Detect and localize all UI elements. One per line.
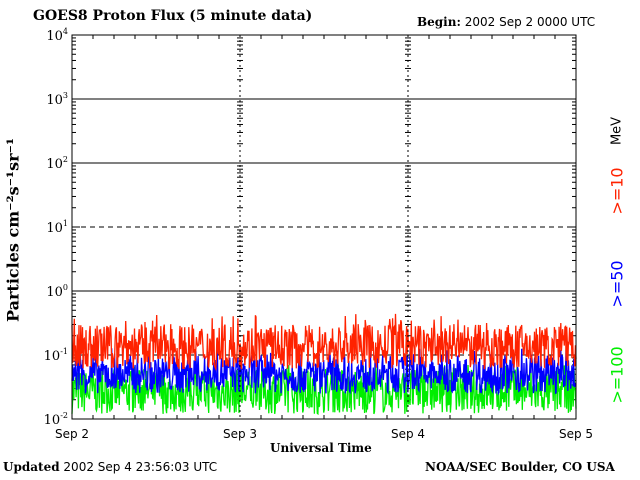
y-tick-label: 101 xyxy=(46,219,68,236)
begin-value: 2002 Sep 2 0000 UTC xyxy=(464,15,596,29)
credit-text: NOAA/SEC Boulder, CO USA xyxy=(425,460,615,474)
units-label: MeV xyxy=(609,116,625,146)
begin-label: Begin: xyxy=(417,15,461,29)
series-line-0 xyxy=(71,313,577,372)
legend-ge100: >=100 xyxy=(607,346,627,404)
begin-time: Begin: 2002 Sep 2 0000 UTC xyxy=(417,15,595,29)
updated-value: 2002 Sep 4 23:56:03 UTC xyxy=(63,460,218,474)
y-tick-label: 10-2 xyxy=(44,411,68,428)
x-tick-label: Sep 3 xyxy=(223,427,257,441)
legend-ge50: >=50 xyxy=(607,260,627,308)
x-tick-label: Sep 5 xyxy=(559,427,593,441)
updated-timestamp: Updated 2002 Sep 4 23:56:03 UTC xyxy=(3,460,217,474)
x-axis-label: Universal Time xyxy=(270,441,372,455)
updated-label: Updated xyxy=(3,460,60,474)
x-tick-label: Sep 2 xyxy=(55,427,89,441)
series-line-1 xyxy=(71,347,577,396)
x-tick-label: Sep 4 xyxy=(391,427,425,441)
y-tick-label: 10-1 xyxy=(44,347,68,364)
plot-frame xyxy=(71,34,577,420)
chart-title: GOES8 Proton Flux (5 minute data) xyxy=(33,8,313,24)
legend-ge10: >=10 xyxy=(607,167,627,215)
y-tick-label: 100 xyxy=(46,283,68,300)
y-tick-label: 103 xyxy=(46,91,68,108)
y-tick-label: 104 xyxy=(46,27,68,44)
y-tick-label: 102 xyxy=(46,155,68,172)
